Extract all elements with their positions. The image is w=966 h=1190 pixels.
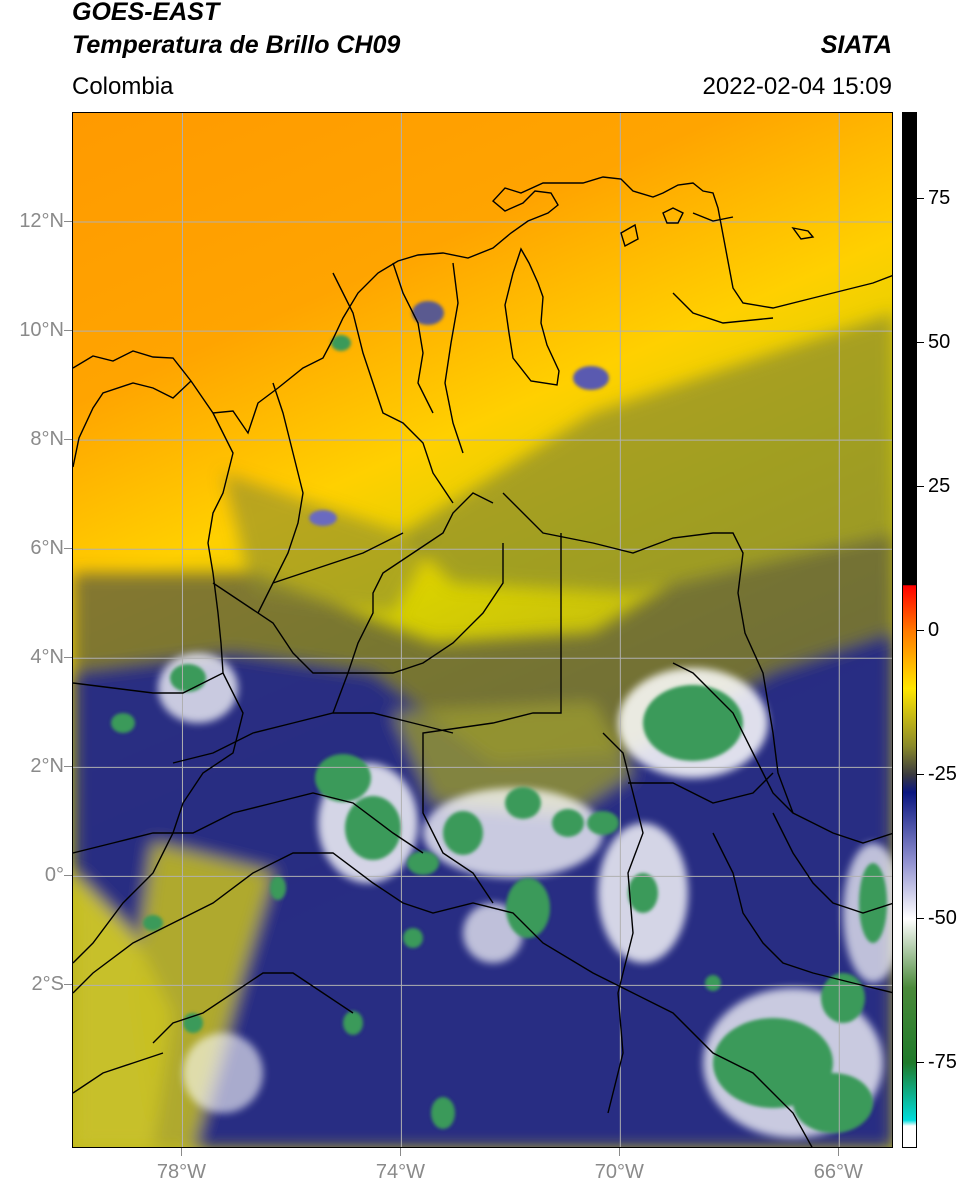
product-title: Temperatura de Brillo CH09 (72, 31, 401, 59)
datetime-label: 2022-02-04 15:09 (702, 73, 893, 100)
colorbar-tick-label: 25 (928, 475, 951, 498)
lon-tick (400, 1148, 402, 1156)
lat-tick (64, 984, 72, 986)
colorbar-tick-label: 0 (928, 619, 940, 641)
colorbar-tick (917, 486, 924, 488)
lat-tick (64, 657, 72, 659)
lat-tick-label: 8°N (30, 428, 64, 451)
colorbar-tick-label: 75 (928, 187, 951, 210)
lon-tick (619, 1148, 621, 1156)
lon-tick (838, 1148, 840, 1156)
lat-tick-label: 2°S (31, 973, 64, 996)
lat-tick (64, 548, 72, 550)
colorbar-tick-label: -75 (928, 1050, 957, 1073)
colorbar-tick (917, 198, 924, 200)
region-label: Colombia (72, 73, 174, 100)
lon-tick (181, 1148, 183, 1156)
colorbar-tick (917, 342, 924, 344)
cold-tops (111, 301, 887, 1133)
colorbar-tick (917, 1061, 924, 1063)
institution-label: SIATA (820, 31, 892, 59)
lat-tick-label: 0° (44, 864, 64, 887)
lat-tick (64, 875, 72, 877)
lat-tick-label: 12°N (19, 210, 64, 233)
lon-tick-label: 78°W (156, 1161, 207, 1183)
satellite-title: GOES-EAST (72, 0, 220, 26)
graticule (73, 113, 892, 1147)
lon-tick-label: 74°W (375, 1161, 425, 1183)
lat-tick-label: 2°N (30, 755, 64, 778)
colorbar-tick-label: 50 (928, 331, 951, 354)
lon-tick-label: 66°W (813, 1161, 863, 1183)
lat-tick (64, 221, 72, 223)
brightness-temperature-field (73, 113, 892, 1147)
lat-tick-label: 10°N (19, 319, 64, 342)
colorbar-tick (917, 630, 924, 631)
colorbar-tick (917, 773, 924, 775)
lat-tick-label: 6°N (30, 537, 64, 560)
colorbar-gradient (903, 113, 916, 1147)
lat-tick (64, 439, 72, 441)
lat-tick (64, 330, 72, 332)
lon-tick-label: 70°W (594, 1161, 644, 1183)
satellite-map[interactable] (72, 112, 893, 1148)
colorbar (902, 112, 917, 1148)
colorbar-tick-label: -25 (928, 762, 957, 785)
lat-tick (64, 766, 72, 768)
lat-tick-label: 4°N (30, 646, 64, 669)
colorbar-tick (917, 917, 924, 919)
colorbar-tick-label: -50 (928, 906, 957, 929)
coastlines-and-borders (73, 176, 892, 1147)
